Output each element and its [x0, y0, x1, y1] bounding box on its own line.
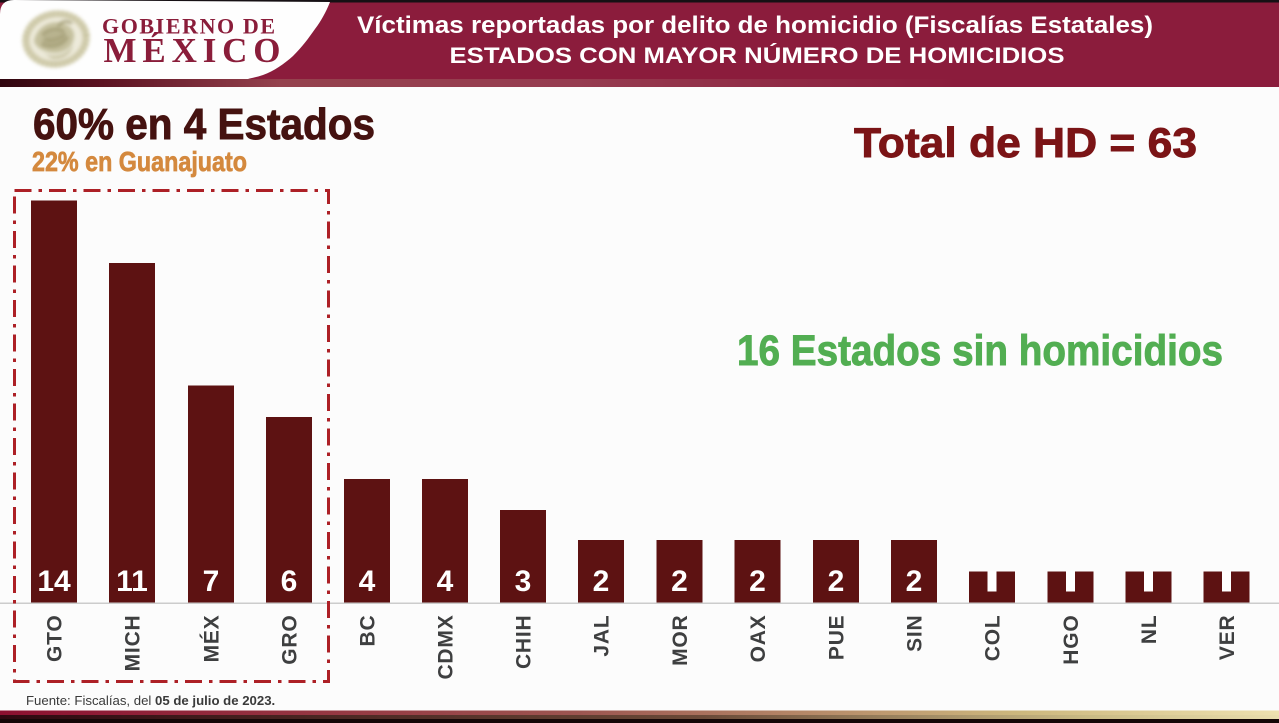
svg-text:2: 2: [749, 565, 766, 598]
svg-text:CDMX: CDMX: [435, 615, 458, 680]
svg-text:22% en Guanajuato: 22% en Guanajuato: [32, 146, 247, 177]
svg-text:2: 2: [906, 565, 923, 598]
svg-text:Fuente: Fiscalías, del 05 de j: Fuente: Fiscalías, del 05 de julio de 20…: [26, 693, 275, 708]
svg-text:2: 2: [593, 565, 610, 598]
svg-text:MÉXICO: MÉXICO: [104, 31, 283, 70]
svg-text:2: 2: [828, 565, 845, 598]
svg-text:CHIH: CHIH: [513, 615, 536, 670]
svg-text:MOR: MOR: [669, 615, 692, 666]
svg-text:Víctimas reportadas por delito: Víctimas reportadas por delito de homici…: [357, 12, 1153, 39]
svg-text:6: 6: [281, 565, 298, 598]
svg-text:GTO: GTO: [44, 615, 67, 663]
svg-text:VER: VER: [1216, 615, 1239, 661]
svg-text:MÉX: MÉX: [201, 615, 224, 663]
svg-text:OAX: OAX: [747, 615, 770, 663]
svg-text:60% en 4 Estados: 60% en 4 Estados: [33, 100, 375, 149]
svg-text:JAL: JAL: [591, 615, 614, 657]
svg-text:14: 14: [37, 565, 71, 598]
svg-text:4: 4: [359, 565, 376, 598]
svg-text:NL: NL: [1138, 615, 1161, 645]
svg-text:16 Estados sin homicidios: 16 Estados sin homicidios: [737, 327, 1223, 375]
svg-text:11: 11: [116, 565, 148, 598]
svg-text:3: 3: [515, 565, 532, 598]
svg-text:MICH: MICH: [122, 615, 145, 672]
svg-text:7: 7: [203, 565, 220, 598]
svg-text:GRO: GRO: [279, 615, 302, 665]
svg-text:BC: BC: [357, 615, 380, 647]
svg-text:HGO: HGO: [1060, 615, 1083, 665]
svg-text:GOBIERNO DE: GOBIERNO DE: [102, 14, 276, 39]
svg-text:Total de HD = 63: Total de HD = 63: [854, 119, 1197, 166]
svg-text:4: 4: [437, 565, 454, 598]
svg-text:2: 2: [671, 565, 688, 598]
svg-text:SIN: SIN: [904, 615, 927, 652]
svg-text:ESTADOS CON MAYOR NÚMERO DE HO: ESTADOS CON MAYOR NÚMERO DE HOMICIDIOS: [450, 43, 1065, 68]
svg-text:PUE: PUE: [826, 615, 849, 661]
svg-text:COL: COL: [982, 615, 1005, 662]
